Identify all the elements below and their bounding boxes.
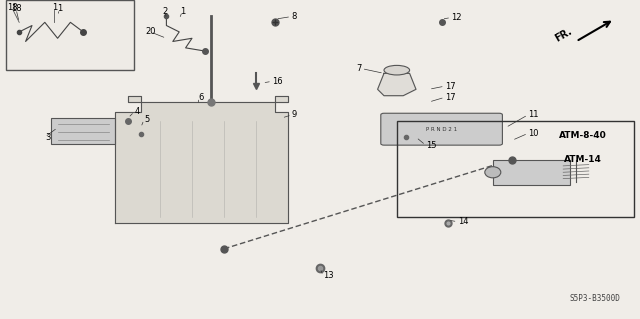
Text: 15: 15: [426, 141, 436, 150]
Text: 17: 17: [445, 82, 456, 91]
Text: 5: 5: [144, 115, 149, 124]
Text: 7: 7: [356, 64, 362, 73]
Text: ATM-8-40: ATM-8-40: [559, 131, 606, 140]
Text: 14: 14: [458, 217, 468, 226]
Ellipse shape: [384, 65, 410, 75]
FancyBboxPatch shape: [381, 113, 502, 145]
Text: 16: 16: [272, 77, 283, 86]
Text: ATM-14: ATM-14: [563, 155, 602, 164]
Text: 1: 1: [52, 4, 57, 12]
Text: 1: 1: [57, 4, 62, 13]
Text: 20: 20: [145, 27, 156, 36]
Text: 18: 18: [11, 4, 21, 13]
Text: S5P3-B3500D: S5P3-B3500D: [570, 294, 621, 303]
Text: 2: 2: [163, 7, 168, 16]
Text: 6: 6: [198, 93, 204, 102]
Bar: [51, 118, 115, 144]
Text: 1: 1: [180, 7, 185, 16]
Bar: [6, 0, 134, 70]
Text: 9: 9: [292, 110, 297, 119]
Text: 18: 18: [8, 4, 18, 12]
Text: FR.: FR.: [553, 26, 573, 44]
Text: 17: 17: [445, 93, 456, 102]
Bar: [493, 160, 570, 185]
Text: 4: 4: [134, 107, 140, 116]
Text: 8: 8: [291, 12, 296, 21]
Bar: [397, 121, 634, 217]
Text: 10: 10: [528, 129, 538, 138]
Text: 13: 13: [323, 271, 334, 280]
Polygon shape: [378, 73, 416, 96]
Polygon shape: [115, 96, 288, 223]
Ellipse shape: [485, 167, 501, 178]
Text: 3: 3: [45, 133, 50, 142]
Text: P R N D 2 1: P R N D 2 1: [426, 127, 457, 132]
Text: 12: 12: [451, 13, 461, 22]
Text: 11: 11: [528, 110, 538, 119]
